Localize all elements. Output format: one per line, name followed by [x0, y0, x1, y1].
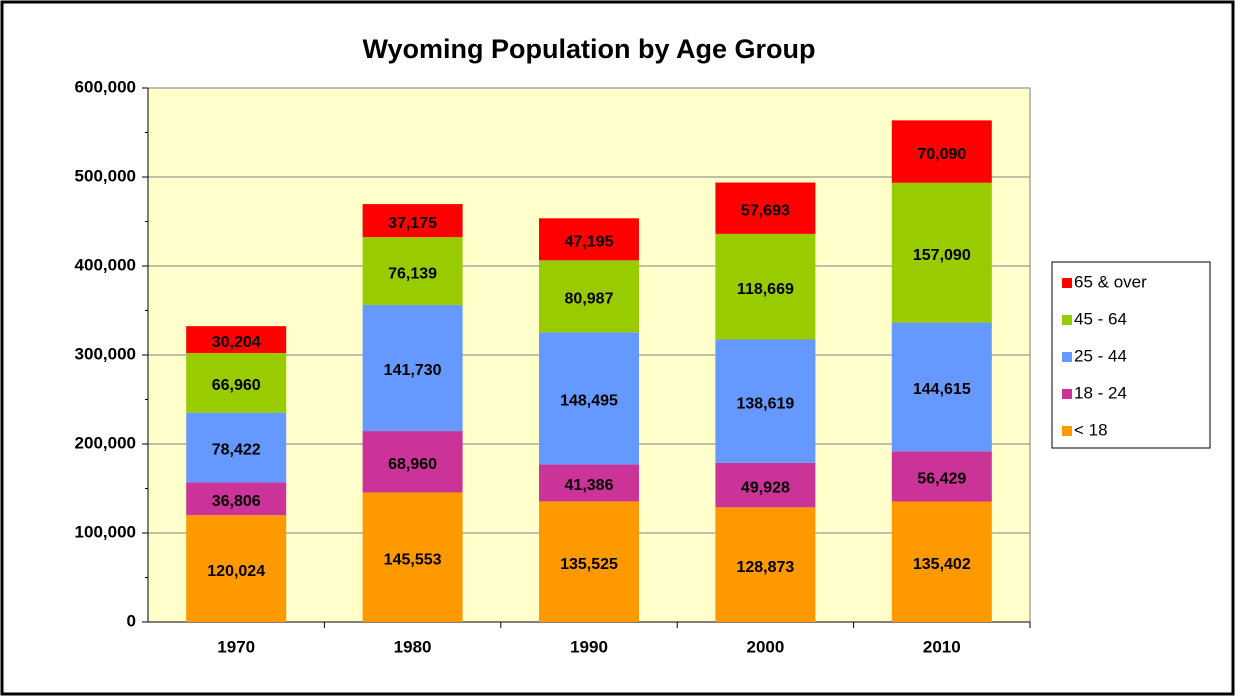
- x-tick-label: 2010: [923, 637, 961, 656]
- bar-segment: [891, 451, 992, 502]
- value-label: 30,204: [212, 334, 261, 351]
- y-tick-label: 0: [127, 611, 136, 630]
- value-label: 41,386: [565, 477, 614, 494]
- bar-segment: [891, 322, 992, 452]
- legend-swatch: [1062, 352, 1072, 362]
- bar-segment: [715, 339, 816, 463]
- bar-segment: [539, 260, 639, 333]
- x-tick-label: 1990: [570, 637, 608, 656]
- y-tick-label: 200,000: [75, 433, 136, 452]
- legend-label: 45 - 64: [1074, 309, 1127, 328]
- value-label: 148,495: [560, 393, 618, 410]
- value-label: 70,090: [917, 146, 966, 163]
- bar-segment: [715, 507, 816, 622]
- y-tick-label: 100,000: [75, 522, 136, 541]
- value-label: 49,928: [741, 479, 790, 496]
- value-label: 118,669: [737, 281, 794, 298]
- value-label: 78,422: [212, 442, 261, 459]
- bar-segment: [362, 431, 463, 493]
- value-label: 128,873: [736, 559, 794, 576]
- bar-segment: [891, 182, 992, 323]
- value-label: 56,429: [917, 471, 966, 488]
- bar-segment: [186, 353, 287, 413]
- value-label: 47,195: [565, 234, 614, 251]
- legend-label: 18 - 24: [1074, 383, 1127, 402]
- value-label: 135,402: [913, 556, 971, 573]
- value-label: 157,090: [913, 247, 971, 264]
- bar-segment: [891, 120, 992, 183]
- bar-segment: [186, 326, 287, 354]
- legend-label: 65 & over: [1074, 272, 1147, 291]
- legend-swatch: [1062, 278, 1072, 288]
- bar-segment: [362, 204, 463, 238]
- bar-segment: [715, 462, 816, 508]
- bar-segment: [539, 464, 639, 502]
- bar-segment: [539, 501, 639, 622]
- bar-segment: [362, 237, 463, 305]
- legend-label: 25 - 44: [1074, 346, 1127, 365]
- legend-swatch: [1062, 389, 1072, 399]
- bar-segment: [362, 304, 463, 432]
- x-tick-label: 2000: [746, 637, 784, 656]
- legend-swatch: [1062, 315, 1072, 325]
- value-label: 57,693: [741, 202, 790, 219]
- value-label: 66,960: [212, 377, 261, 394]
- legend-label: < 18: [1074, 420, 1108, 439]
- value-label: 144,615: [913, 381, 971, 398]
- bar-segment: [539, 218, 639, 261]
- value-label: 120,024: [207, 563, 265, 580]
- value-label: 76,139: [388, 265, 437, 282]
- bar-segment: [186, 515, 287, 622]
- value-label: 37,175: [388, 215, 437, 232]
- x-tick-label: 1970: [217, 637, 255, 656]
- value-label: 145,553: [384, 551, 442, 568]
- x-tick-label: 1980: [394, 637, 432, 656]
- value-label: 80,987: [565, 291, 614, 308]
- value-label: 138,619: [736, 395, 794, 412]
- bar-segment: [891, 501, 992, 622]
- bar-segment: [715, 233, 816, 340]
- y-tick-label: 600,000: [75, 77, 136, 96]
- legend-swatch: [1062, 426, 1072, 436]
- value-label: 68,960: [388, 456, 437, 473]
- chart-title: Wyoming Population by Age Group: [363, 34, 816, 64]
- value-label: 36,806: [212, 493, 261, 510]
- bar-segment: [362, 492, 463, 622]
- value-label: 141,730: [384, 362, 442, 379]
- y-tick-label: 300,000: [75, 344, 136, 363]
- y-tick-label: 500,000: [75, 166, 136, 185]
- y-tick-label: 400,000: [75, 255, 136, 274]
- bar-segment: [186, 412, 287, 483]
- value-label: 135,525: [560, 556, 618, 573]
- bar-segment: [539, 332, 639, 465]
- bar-segment: [715, 182, 816, 234]
- bar-segment: [186, 482, 287, 516]
- legend-box: [1051, 261, 1211, 449]
